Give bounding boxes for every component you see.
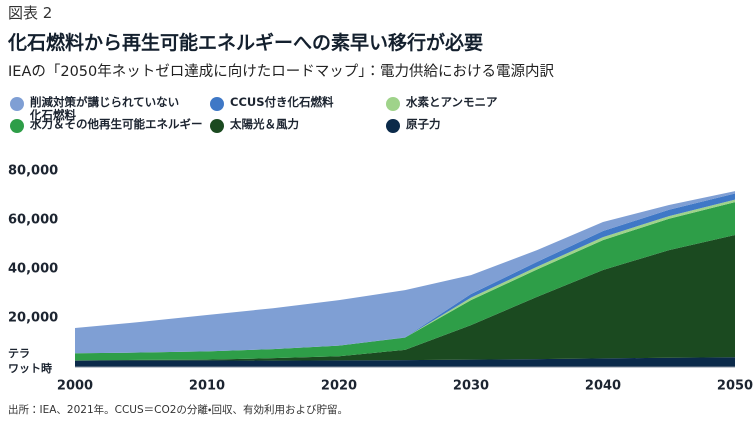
legend-label: 削減対策が講じられていない 化石燃料 [30,95,180,122]
y-axis-label: ワット時 [8,361,52,375]
legend-item: 原子力 [386,118,586,140]
legend: 削減対策が講じられていない 化石燃料 CCUS付き化石燃料 水素とアンモニア水力＆そ… [10,96,750,140]
y-tick-label: 60,000 [8,213,58,228]
legend-label: 水素とアンモニア [406,95,498,109]
figure-label: 図表 2 [8,4,53,22]
legend-marker [210,119,224,133]
x-tick-label: 2010 [189,379,225,394]
legend-item: 水素とアンモニア [386,96,586,118]
legend-label: CCUS付き化石燃料 [230,95,334,109]
x-tick-label: 2030 [453,379,489,394]
x-tick-label: 2000 [57,379,93,394]
chart-title: 化石燃料から再生可能エネルギーへの素早い移行が必要 [8,32,484,54]
x-tick-label: 2040 [585,379,621,394]
y-tick-label: 20,000 [8,311,58,326]
legend-label: 太陽光＆風力 [230,117,299,131]
legend-item: 削減対策が講じられていない 化石燃料 [10,96,210,122]
y-tick-label: 80,000 [8,164,58,179]
legend-marker [10,97,24,111]
area [75,234,735,361]
legend-label: 原子力 [406,117,441,131]
y-axis-label: テラ [8,347,30,360]
legend-label: 水力＆その他再生可能エネルギー [30,117,203,131]
legend-item: 太陽光＆風力 [210,118,386,140]
x-tick-label: 2050 [717,379,753,394]
legend-marker [386,97,400,111]
chart-subtitle: IEAの「2050年ネットゼロ達成に向けたロードマップ」：電力供給における電源内… [8,64,555,80]
legend-marker [10,119,24,133]
source-note: 出所：IEA、2021年。CCUS＝CO2の分離・回収、有効利用および貯留。 [8,404,348,416]
legend-marker [386,119,400,133]
area [75,357,735,367]
x-tick-label: 2020 [321,379,357,394]
legend-marker [210,97,224,111]
y-tick-label: 40,000 [8,262,58,277]
legend-item: CCUS付き化石燃料 [210,96,386,118]
area [75,191,735,354]
legend-item: 水力＆その他再生可能エネルギー [10,118,210,140]
